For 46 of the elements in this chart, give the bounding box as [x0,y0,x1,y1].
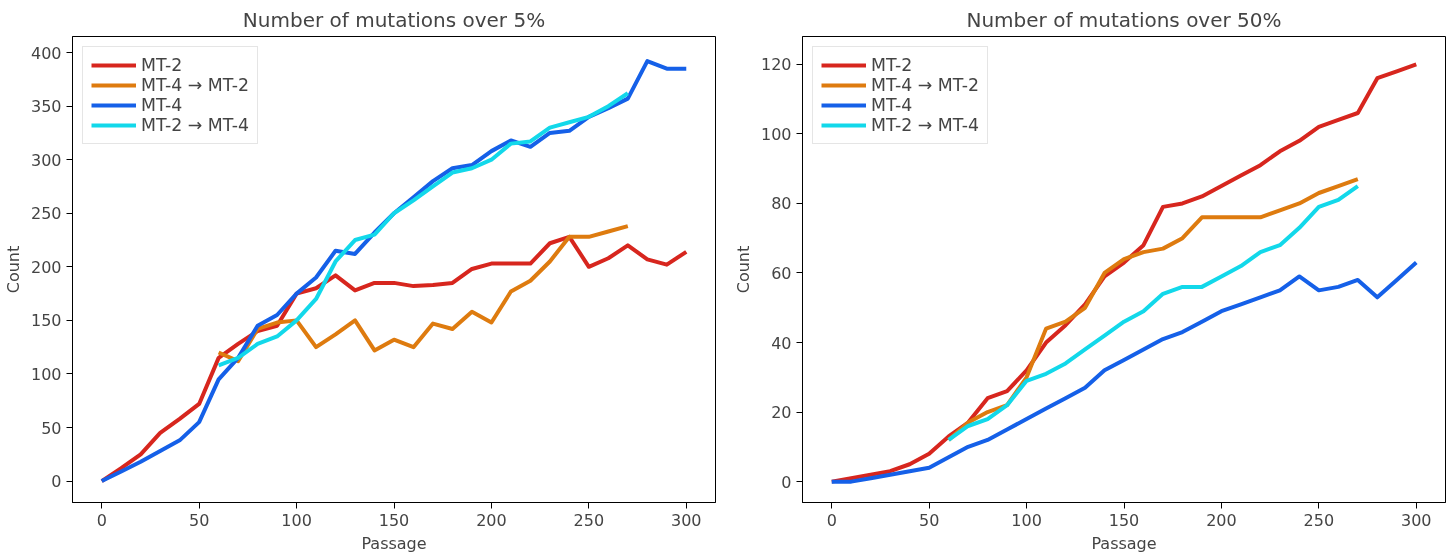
legend-label: MT-4 → MT-2 [141,75,249,95]
x-tick-label: 100 [1011,510,1042,530]
y-tick-label: 60 [771,263,792,283]
x-axis-title: Passage [361,533,427,553]
y-tick-label: 150 [30,311,62,331]
x-tick-label: 50 [918,510,940,530]
legend-label: MT-2 [141,55,183,75]
y-tick-label: 40 [771,333,792,353]
x-tick-label: 250 [573,510,605,530]
y-axis-title: Count [3,245,23,294]
legend-label: MT-2 [871,55,913,75]
x-tick-label: 0 [96,510,107,530]
y-axis-title: Count [733,245,753,294]
x-tick-label: 150 [378,510,410,530]
x-tick-label: 200 [476,510,507,530]
legend-label: MT-4 → MT-2 [871,75,979,95]
legend-label: MT-2 → MT-4 [871,115,979,135]
x-tick-label: 150 [1108,510,1140,530]
y-tick-label: 0 [51,472,62,492]
x-tick-label: 300 [671,510,702,530]
y-tick-label: 100 [760,124,792,144]
y-tick-label: 200 [30,257,62,277]
x-tick-label: 50 [188,510,210,530]
x-tick-label: 300 [1401,510,1432,530]
x-tick-label: 200 [1206,510,1237,530]
y-tick-label: 350 [30,97,62,117]
legend-label: MT-4 [141,95,183,115]
y-tick-label: 100 [30,364,62,384]
line-series [829,260,1419,484]
x-axis-title: Passage [1091,533,1157,553]
y-tick-label: 80 [771,194,792,214]
x-tick-label: 100 [281,510,312,530]
y-tick-label: 0 [781,472,792,492]
y-tick-label: 20 [771,403,792,423]
x-tick-label: 0 [826,510,837,530]
y-tick-label: 50 [41,418,62,438]
legend-label: MT-2 → MT-4 [141,115,249,135]
line-series [216,224,630,364]
y-tick-label: 400 [30,43,62,63]
chart-title: Number of mutations over 50% [966,7,1282,32]
y-tick-label: 300 [30,150,62,170]
y-tick-label: 120 [760,55,792,75]
x-tick-label: 250 [1303,510,1335,530]
legend-label: MT-4 [871,95,913,115]
chart-title: Number of mutations over 5% [242,7,546,32]
y-tick-label: 250 [30,204,62,224]
